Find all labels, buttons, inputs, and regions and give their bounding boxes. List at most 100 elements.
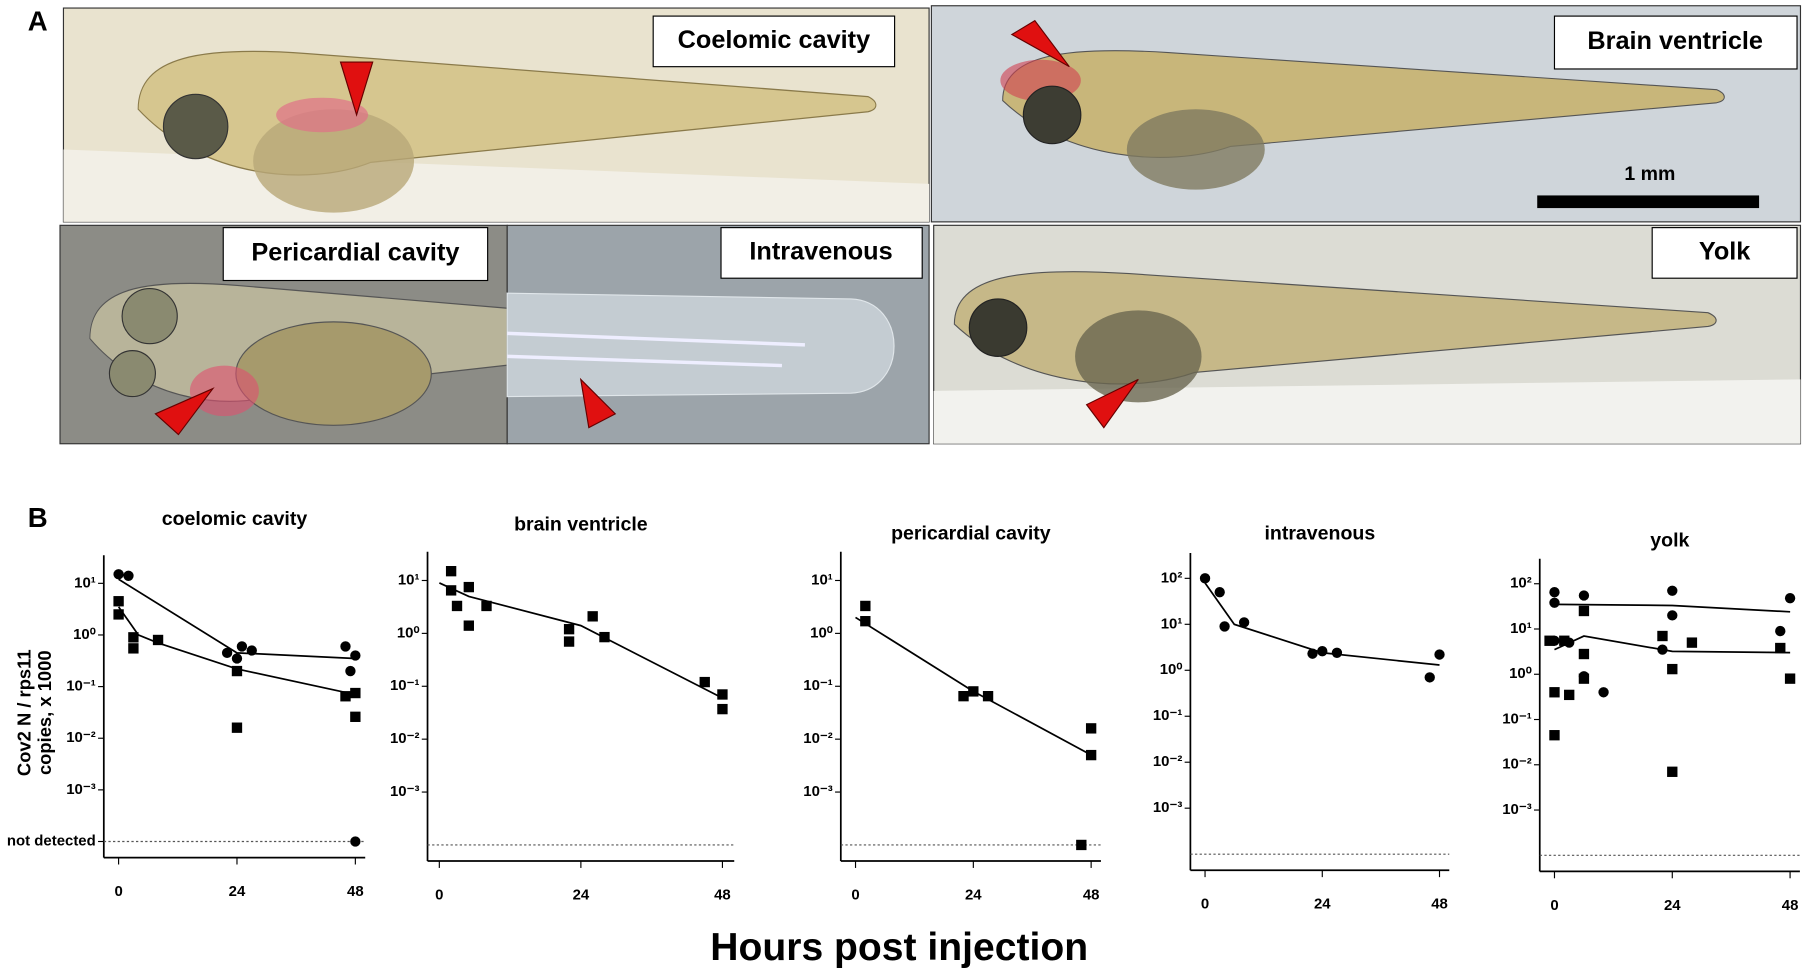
point	[1214, 586, 1225, 598]
chart-title: yolk	[1650, 530, 1689, 552]
point	[231, 653, 243, 664]
y-tick-label: 10⁻¹	[1502, 710, 1531, 727]
y-tick-label: 10⁻³	[66, 781, 95, 798]
y-tick-label: 10⁻²	[390, 730, 419, 747]
photo: Coelomic cavity	[62, 7, 930, 223]
point	[350, 711, 361, 722]
chart-title: intravenous	[1264, 523, 1375, 545]
point	[340, 691, 351, 702]
y-tick-label: 10⁻³	[390, 783, 419, 800]
photo-label: Intravenous	[749, 238, 892, 266]
y-tick-label: not detected	[7, 832, 96, 849]
point	[113, 609, 124, 620]
point	[236, 641, 248, 652]
point	[1331, 647, 1343, 658]
point	[1549, 597, 1560, 608]
point	[128, 643, 139, 654]
point	[1667, 610, 1678, 621]
point	[463, 620, 474, 631]
point	[860, 616, 871, 627]
y-tick-label: 10⁻²	[803, 730, 832, 747]
point	[345, 665, 356, 677]
point	[717, 689, 728, 700]
photo: Brain ventricle 1 mm	[930, 5, 1802, 223]
point	[1219, 621, 1230, 632]
point	[1549, 687, 1560, 698]
point	[563, 636, 575, 647]
point	[451, 600, 463, 612]
point	[1076, 839, 1087, 851]
y-tick-label: 10⁻³	[1502, 801, 1531, 818]
x-tick-label: 48	[347, 883, 364, 900]
photo: Pericardial cavity	[59, 224, 732, 445]
point	[982, 690, 994, 702]
panel-label: A	[28, 5, 48, 36]
point	[1307, 648, 1318, 659]
x-tick-label: 24	[1314, 896, 1331, 913]
point	[1578, 673, 1590, 684]
y-tick-label: 10¹	[811, 571, 833, 588]
y-tick-label: 10⁰	[1509, 665, 1532, 682]
y-tick-label: 10⁻¹	[390, 677, 419, 694]
point	[152, 634, 164, 646]
y-tick-label: 10⁰	[397, 624, 420, 641]
point	[231, 665, 243, 677]
point	[1424, 672, 1435, 683]
point	[1549, 587, 1560, 598]
point	[128, 632, 139, 643]
fit-line	[1554, 635, 1791, 654]
fit-line	[1204, 582, 1440, 666]
y-tick-label: 10²	[1161, 569, 1183, 586]
fit-line	[439, 582, 723, 699]
y-tick-label: 10⁰	[73, 626, 96, 643]
point	[1578, 590, 1590, 601]
point	[1784, 673, 1796, 684]
point	[1667, 663, 1678, 675]
x-tick-label: 24	[965, 886, 982, 903]
point	[113, 569, 124, 580]
photo-label: Yolk	[1699, 238, 1751, 266]
point	[463, 581, 474, 593]
y-tick-label: 10⁻¹	[1153, 707, 1182, 724]
point	[246, 645, 257, 656]
photo-label: Coelomic cavity	[678, 26, 871, 54]
y-tick-label: 10¹	[74, 574, 96, 591]
x-tick-label: 48	[714, 886, 731, 903]
point	[113, 596, 124, 607]
photo-label: Brain ventricle	[1587, 27, 1763, 55]
panel-label: B	[28, 502, 48, 533]
x-tick-label: 0	[1550, 897, 1558, 914]
y-axis-label: Cov2 N / rps11	[13, 649, 34, 776]
x-tick-label: 24	[1664, 897, 1681, 914]
photo-label: Pericardial cavity	[251, 239, 459, 267]
point	[1578, 605, 1590, 617]
y-tick-label: 10⁰	[810, 624, 833, 641]
point	[958, 690, 969, 702]
y-tick-label: 10⁻¹	[66, 678, 95, 695]
fit-line	[117, 606, 356, 696]
y-tick-label: 10⁻²	[1502, 756, 1531, 773]
point	[350, 687, 361, 699]
y-tick-label: 10⁻³	[1153, 799, 1182, 816]
photo: Yolk	[933, 224, 1802, 445]
x-tick-label: 48	[1431, 896, 1448, 913]
y-tick-label: 10²	[1510, 575, 1532, 592]
chart-title: brain ventricle	[514, 514, 648, 536]
fit-line	[1554, 603, 1791, 613]
point	[1775, 642, 1786, 654]
point	[599, 631, 610, 643]
point	[1657, 630, 1668, 642]
point	[1686, 637, 1698, 648]
point	[1559, 635, 1570, 646]
point	[231, 722, 243, 733]
point	[563, 624, 575, 635]
point	[860, 600, 871, 612]
point	[350, 650, 361, 661]
point	[221, 647, 233, 659]
point	[445, 565, 457, 577]
x-tick-label: 0	[851, 886, 859, 903]
point	[1085, 723, 1097, 734]
point	[1544, 635, 1555, 646]
chart-title: coelomic cavity	[162, 508, 308, 530]
